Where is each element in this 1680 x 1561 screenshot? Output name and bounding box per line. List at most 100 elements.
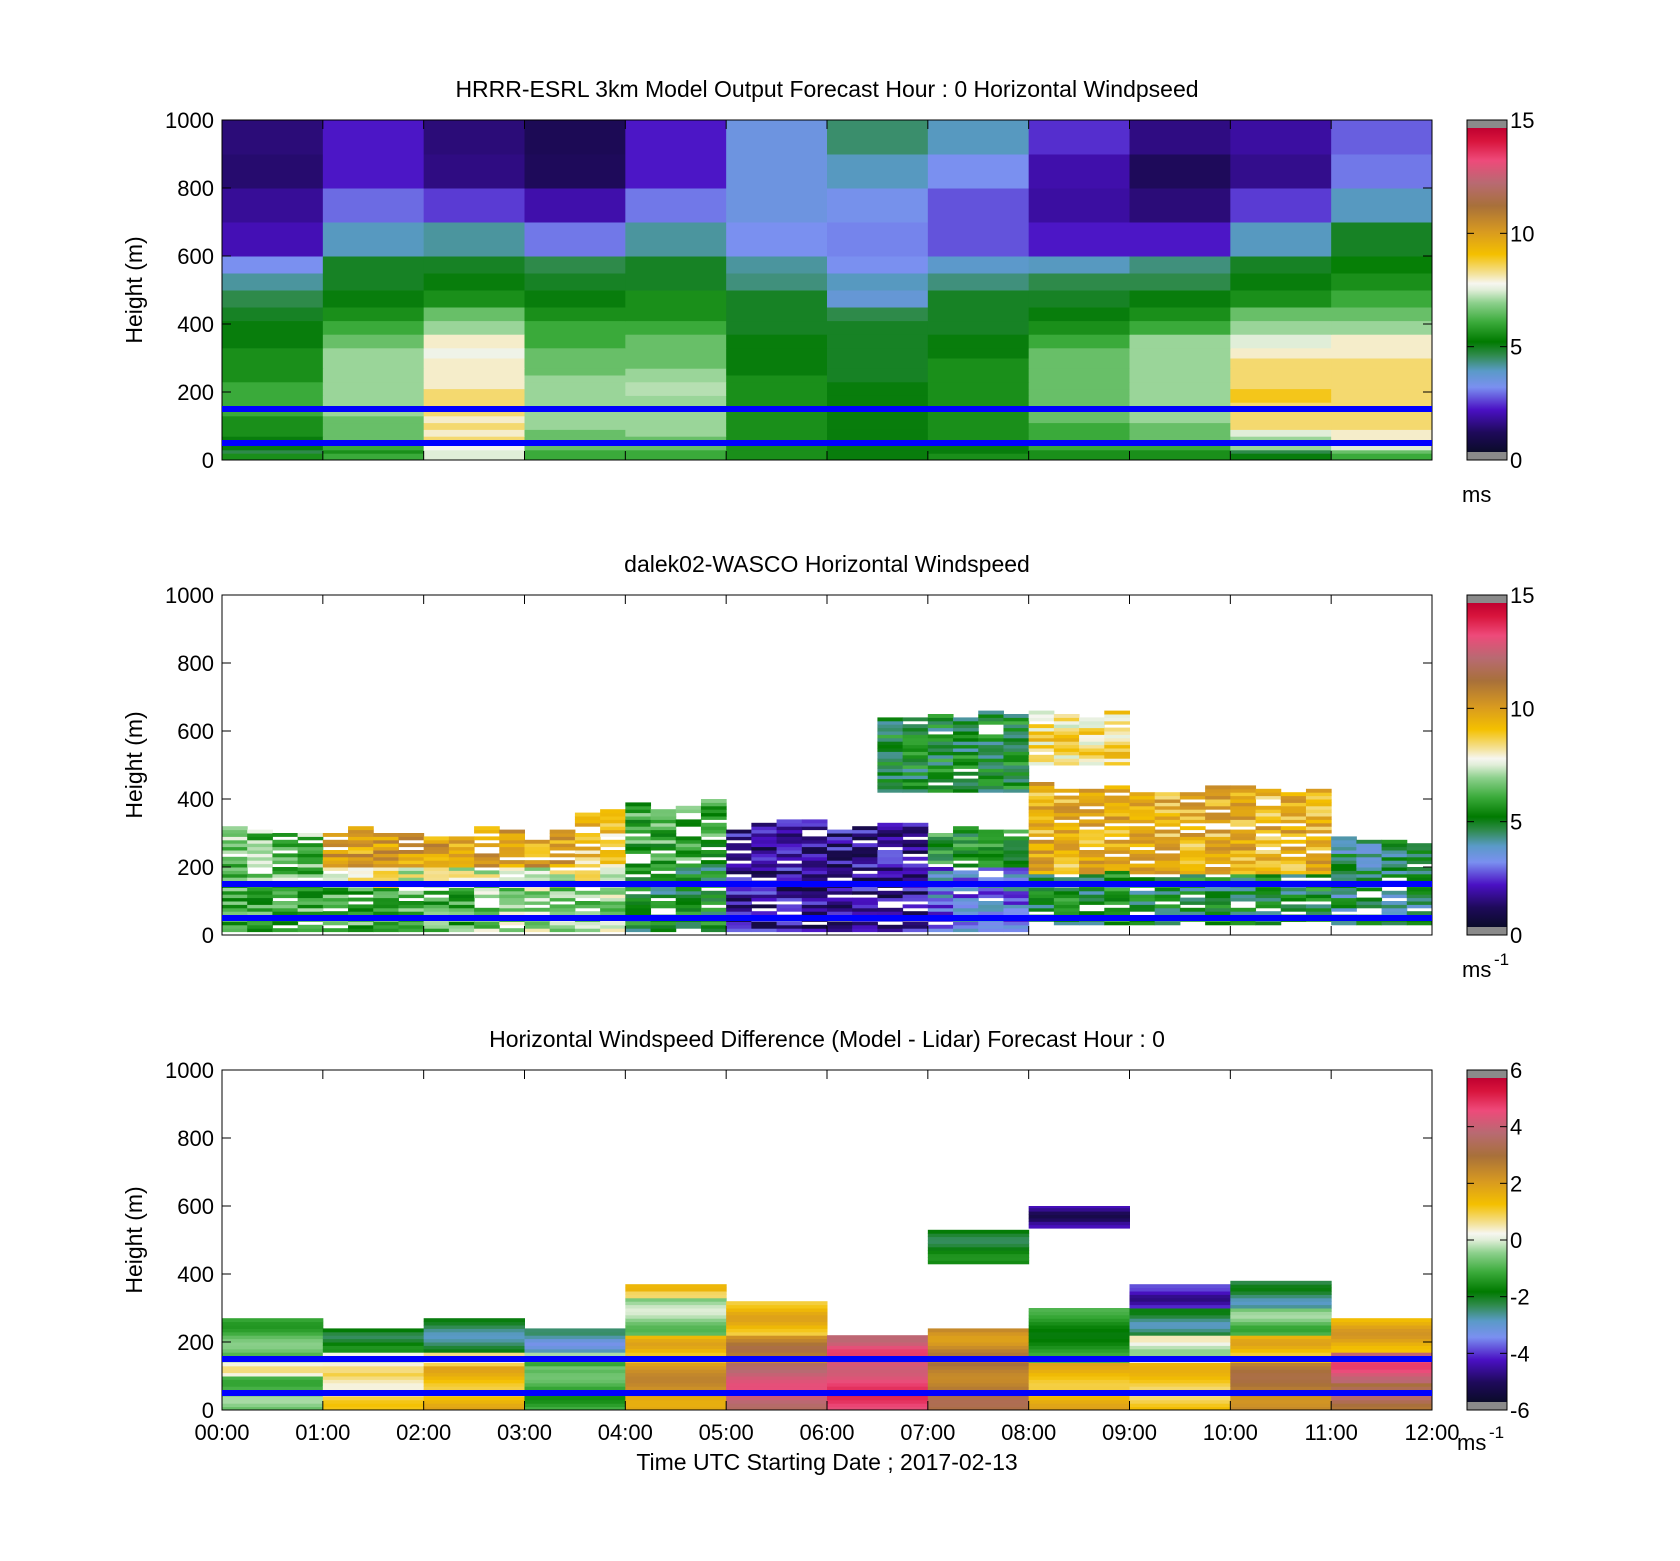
heatmap-cell bbox=[1154, 802, 1181, 807]
heatmap-cell bbox=[1305, 904, 1332, 909]
heatmap-cell bbox=[373, 890, 399, 895]
heatmap-cell bbox=[978, 863, 1004, 868]
heatmap-cell bbox=[1331, 1325, 1433, 1329]
heatmap-cell bbox=[272, 890, 299, 895]
heatmap-cell bbox=[827, 850, 853, 854]
heatmap-cell bbox=[1129, 1382, 1231, 1387]
heatmap-cell bbox=[297, 856, 324, 861]
heatmap-cell bbox=[448, 836, 475, 841]
heatmap-cell bbox=[1028, 1348, 1130, 1353]
heatmap-cell bbox=[700, 911, 727, 916]
heatmap-cell bbox=[877, 731, 904, 735]
heatmap-cell bbox=[751, 897, 778, 902]
panel-title: dalek02-WASCO Horizontal Windspeed bbox=[624, 551, 1030, 577]
heatmap-cell bbox=[600, 928, 626, 933]
heatmap-cell bbox=[1129, 1287, 1231, 1292]
heatmap-cell bbox=[1129, 870, 1156, 875]
heatmap-cell bbox=[1028, 307, 1130, 322]
heatmap-cell bbox=[322, 853, 349, 858]
heatmap-cell bbox=[1331, 320, 1433, 335]
heatmap-cell bbox=[1205, 816, 1231, 820]
heatmap-cell bbox=[474, 877, 500, 882]
heatmap-cell bbox=[827, 273, 929, 291]
heatmap-cell bbox=[398, 867, 425, 871]
heatmap-cell bbox=[726, 870, 752, 875]
heatmap-cell bbox=[1305, 853, 1332, 858]
heatmap-cell bbox=[726, 1372, 828, 1377]
heatmap-cell bbox=[827, 836, 853, 841]
heatmap-cell bbox=[827, 388, 929, 396]
heatmap-cell bbox=[827, 1379, 929, 1384]
heatmap-cell bbox=[827, 904, 853, 909]
heatmap-cell bbox=[272, 873, 299, 878]
heatmap-cell bbox=[927, 154, 1030, 189]
heatmap-cell bbox=[1381, 921, 1408, 926]
heatmap-cell bbox=[1230, 795, 1257, 800]
heatmap-cell bbox=[1331, 1399, 1433, 1404]
heatmap-cell bbox=[1280, 904, 1307, 909]
heatmap-cell bbox=[1331, 843, 1357, 848]
heatmap-cell bbox=[1028, 887, 1055, 892]
heatmap-cell bbox=[1053, 748, 1080, 752]
heatmap-cell bbox=[1331, 368, 1433, 376]
heatmap-cell bbox=[877, 720, 904, 725]
heatmap-cell bbox=[1381, 867, 1408, 871]
heatmap-cell bbox=[1104, 727, 1130, 732]
heatmap-cell bbox=[423, 154, 525, 189]
heatmap-cell bbox=[927, 873, 954, 878]
heatmap-cell bbox=[625, 307, 727, 322]
heatmap-cell bbox=[398, 853, 425, 858]
heatmap-cell bbox=[827, 1382, 929, 1387]
heatmap-cell bbox=[1079, 734, 1105, 739]
heatmap-cell bbox=[1205, 907, 1231, 912]
heatmap-cell bbox=[247, 863, 273, 868]
heatmap-cell bbox=[1230, 1284, 1332, 1289]
heatmap-cell bbox=[726, 1369, 828, 1374]
heatmap-cell bbox=[1053, 802, 1080, 807]
heatmap-cell bbox=[1305, 822, 1332, 827]
heatmap-cell bbox=[574, 928, 601, 933]
heatmap-cell bbox=[978, 788, 1004, 793]
heatmap-cell bbox=[373, 907, 399, 912]
heatmap-cell bbox=[1129, 843, 1156, 848]
heatmap-cell bbox=[1079, 819, 1105, 824]
heatmap-cell bbox=[549, 873, 576, 878]
heatmap-cell bbox=[625, 1318, 727, 1323]
heatmap-cell bbox=[373, 833, 399, 837]
heatmap-cell bbox=[247, 911, 273, 916]
heatmap-cell bbox=[272, 901, 299, 905]
heatmap-cell bbox=[1129, 897, 1156, 902]
heatmap-cell bbox=[1331, 1362, 1433, 1367]
heatmap-cell bbox=[801, 911, 828, 916]
colorbar-unit-label: ms bbox=[1457, 1430, 1486, 1455]
heatmap-cell bbox=[1104, 731, 1130, 735]
heatmap-cell bbox=[953, 924, 979, 929]
heatmap-cell bbox=[423, 443, 525, 451]
heatmap-cell bbox=[247, 890, 273, 895]
heatmap-cell bbox=[1028, 856, 1055, 861]
heatmap-cell bbox=[1154, 921, 1181, 926]
heatmap-cell bbox=[700, 843, 727, 848]
heatmap-cell bbox=[978, 887, 1004, 892]
heatmap-cell bbox=[1129, 829, 1156, 834]
colorbar-under-swatch bbox=[1467, 1402, 1507, 1410]
heatmap-cell bbox=[726, 904, 752, 909]
heatmap-cell bbox=[852, 897, 878, 902]
heatmap-cell bbox=[1028, 782, 1055, 786]
heatmap-cell bbox=[1028, 1331, 1130, 1336]
heatmap-cell bbox=[247, 839, 273, 844]
heatmap-cell bbox=[1129, 1325, 1231, 1329]
heatmap-cell bbox=[1255, 870, 1282, 875]
heatmap-cell bbox=[1331, 1352, 1433, 1357]
panel-model-windspeed: HRRR-ESRL 3km Model Output Forecast Hour… bbox=[121, 76, 1534, 507]
heatmap-cell bbox=[852, 901, 878, 905]
heatmap-cell bbox=[1230, 863, 1257, 868]
heatmap-cell bbox=[549, 853, 576, 858]
heatmap-cell bbox=[700, 816, 727, 820]
heatmap-cell bbox=[1129, 375, 1231, 383]
heatmap-cell bbox=[322, 867, 349, 871]
heatmap-cell bbox=[222, 1382, 324, 1387]
heatmap-cell bbox=[247, 901, 273, 905]
heatmap-cell bbox=[524, 846, 551, 851]
heatmap-cell bbox=[1356, 873, 1383, 878]
